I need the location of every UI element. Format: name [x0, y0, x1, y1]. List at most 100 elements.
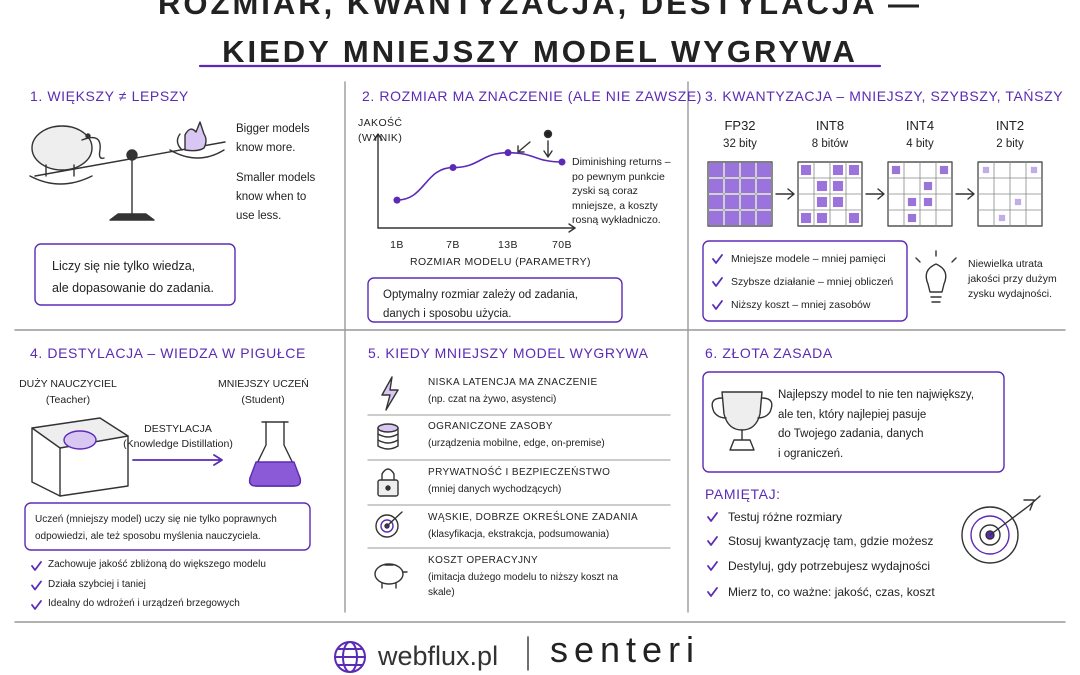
weight-cell — [939, 165, 949, 175]
item-desc: (urządzenia mobilne, edge, on-premise) — [428, 438, 605, 449]
benefits-box — [702, 240, 908, 322]
weight-cell — [709, 163, 723, 177]
section-title: 4. DESTYLACJA – WIEDZA W PIGUŁCE — [30, 345, 306, 361]
check-mark — [707, 536, 718, 546]
quote-line: do Twojego zadania, danych — [778, 428, 924, 440]
drop-arrow — [543, 140, 553, 158]
caption: know more. — [236, 142, 296, 154]
weight-cell — [1030, 166, 1038, 174]
note-text: ale dopasowanie do zadania. — [52, 281, 214, 295]
globe-icon — [334, 641, 366, 673]
bullet: Zachowuje jakość zbliżoną do większego m… — [48, 559, 266, 570]
check-mark — [707, 512, 718, 522]
data-point — [558, 158, 566, 166]
weight-cell — [832, 180, 844, 192]
grid-lines — [977, 161, 1043, 227]
weight-cell — [741, 211, 755, 225]
item-desc: skale) — [428, 587, 455, 598]
weight-cell — [907, 197, 917, 207]
caption: Smaller models — [236, 172, 316, 184]
data-point — [504, 149, 512, 157]
weight-cell — [800, 164, 812, 176]
page-title: ROZMIAR, KWANTYZACJA, DESTYLACJA — — [158, 0, 922, 21]
item-desc: (mniej danych wychodzących) — [428, 484, 562, 495]
item-title: PRYWATNOŚĆ I BEZPIECZEŃSTWO — [428, 467, 611, 478]
bolt-icon — [381, 376, 399, 411]
note-text: danych i sposobu użycia. — [383, 308, 512, 320]
quote-line: Najlepszy model to nie ten największy, — [778, 389, 975, 401]
x-tick-label: 1B — [390, 239, 404, 251]
section-title: 1. WIĘKSZY ≠ LEPSZY — [30, 88, 189, 104]
caption: know when to — [236, 191, 307, 203]
weight-cell — [709, 179, 723, 193]
format-name: FP32 — [724, 118, 756, 133]
target-icon — [375, 511, 403, 538]
weight-cell — [709, 211, 723, 225]
book-icon — [31, 417, 129, 497]
note-text: Optymalny rozmiar zależy od zadania, — [383, 289, 578, 301]
axis-arrow — [373, 133, 383, 141]
weight-cell — [848, 164, 860, 176]
check-mark — [712, 254, 723, 264]
annotation: mniejsze, a koszty — [572, 199, 658, 212]
section-title: 6. ZŁOTA ZASADA — [705, 345, 833, 361]
axis-label: ROZMIAR MODELU (PARAMETRY) — [410, 256, 591, 268]
coins-icon — [377, 423, 399, 450]
distill-arrow — [132, 454, 223, 466]
check-mark — [31, 580, 42, 591]
bullet: Destyluj, gdy potrzebujesz wydajności — [728, 559, 931, 573]
grid-lines — [887, 161, 953, 227]
quote-line: ale ten, który najlepiej pasuje — [778, 408, 927, 421]
check-mark — [707, 587, 718, 597]
format-name: INT8 — [815, 118, 845, 133]
data-point — [393, 196, 401, 204]
weight-cell — [741, 195, 755, 209]
axis-label: (WYNIK) — [358, 132, 403, 144]
weight-cell — [757, 195, 771, 209]
bullet: Stosuj kwantyzację tam, gdzie możesz — [728, 534, 934, 548]
weight-cell — [832, 164, 844, 176]
benefit: Niższy koszt – mniej zasobów — [731, 299, 871, 311]
weight-cell — [709, 195, 723, 209]
process-label: DESTYLACJA — [144, 423, 212, 435]
student-label: MNIEJSZY UCZEŃ — [218, 378, 309, 390]
quote-line: i ograniczeń. — [778, 447, 844, 460]
format-bits: 8 bitów — [811, 138, 849, 150]
brand-senteri: senteri — [550, 629, 701, 670]
check-mark — [707, 561, 718, 571]
weight-cell — [757, 179, 771, 193]
flask-icon — [248, 421, 302, 487]
benefit: Mniejsze modele – mniej pamięci — [731, 253, 886, 265]
weight-cell — [832, 196, 844, 208]
check-mark — [712, 277, 723, 287]
side-note: Niewielka utrata — [968, 258, 1043, 270]
scale-illustration — [29, 121, 226, 221]
weight-cell — [741, 163, 755, 177]
grid-lines — [707, 161, 773, 227]
x-tick-label: 13B — [498, 239, 518, 251]
benefit: Szybsze działanie – mniej obliczeń — [731, 276, 894, 288]
check-mark — [31, 561, 42, 571]
note-box — [367, 277, 623, 323]
annotation: Diminishing returns – — [572, 156, 671, 168]
note-text: odpowiedzi, ale też sposobu myślenia nau… — [35, 531, 261, 542]
weight-cell — [848, 212, 860, 224]
weight-cell — [816, 180, 828, 192]
bullet: Idealny do wdrożeń i urządzeń brzegowych — [48, 598, 240, 609]
annotation: rosną wykładniczo. — [572, 214, 661, 226]
item-title: NISKA LATENCJA MA ZNACZENIE — [428, 377, 598, 388]
annotation: po pewnym punkcie — [572, 170, 665, 183]
check-mark — [31, 600, 42, 610]
note-box — [24, 502, 311, 551]
bullet: Testuj różne rozmiary — [728, 510, 843, 524]
page-title: KIEDY MNIEJSZY MODEL WYGRYWA — [222, 34, 858, 69]
piggy-icon — [374, 563, 408, 589]
step-arrow — [775, 188, 795, 200]
section-title: 5. KIEDY MNIEJSZY MODEL WYGRYWA — [368, 345, 649, 361]
weight-cell — [757, 163, 771, 177]
format-bits: 2 bity — [996, 138, 1024, 150]
axis-arrow — [568, 223, 576, 233]
row-separators — [367, 414, 671, 549]
note-box — [34, 243, 236, 306]
weight-cell — [800, 212, 812, 224]
